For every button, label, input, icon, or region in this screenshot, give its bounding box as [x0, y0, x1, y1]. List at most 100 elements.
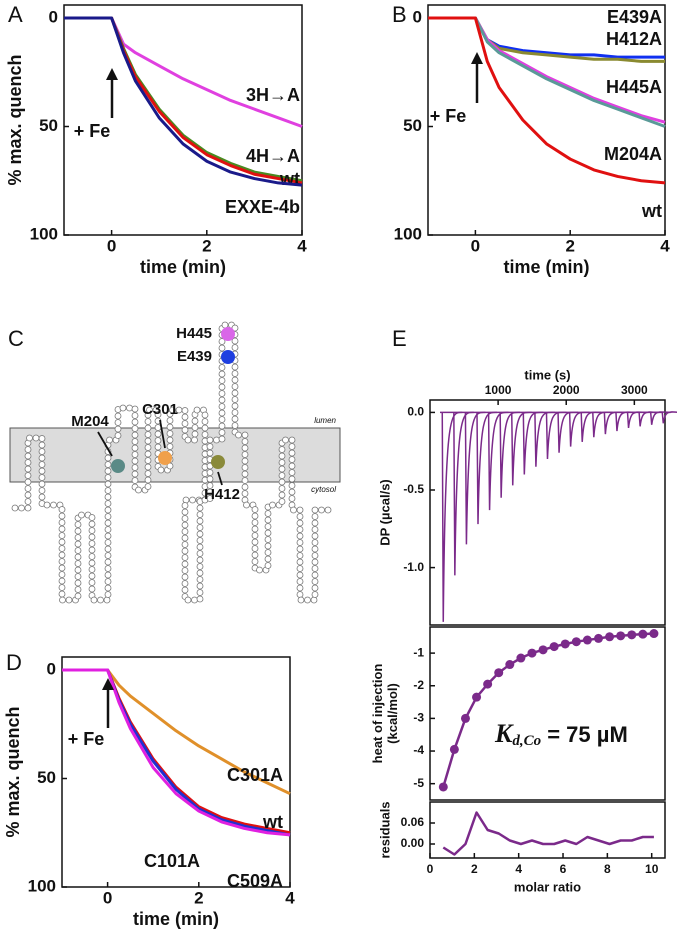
residue-bead [32, 434, 40, 442]
residue-bead [241, 444, 249, 452]
residue-bead [24, 498, 32, 505]
residue-bead [231, 376, 239, 384]
residue-bead [251, 525, 259, 533]
residue-bead [90, 596, 98, 604]
residue-bead [231, 370, 239, 377]
series-label: H412A [606, 29, 662, 49]
residue-bead [231, 409, 239, 416]
residue-bead [104, 578, 112, 585]
y-axis-label: residuals [377, 801, 392, 858]
y-tick-label: 50 [39, 116, 58, 135]
y-tick-label: 0 [47, 660, 56, 679]
residue-bead [311, 545, 319, 553]
residue-bead [154, 430, 162, 438]
residue-bead [144, 424, 152, 432]
residue-bead [256, 566, 263, 574]
residue-bead [241, 483, 249, 491]
residue-bead [144, 450, 152, 458]
residue-bead [119, 404, 127, 412]
residue-bead [144, 476, 152, 484]
annotation: + Fe [430, 106, 467, 126]
data-point [472, 692, 482, 702]
residue-bead [318, 506, 325, 514]
x-tick-label: 0 [107, 236, 116, 255]
x-tick-label: 0 [103, 888, 112, 907]
data-point [449, 744, 459, 754]
residue-bead [201, 418, 209, 425]
residue-bead [104, 552, 112, 559]
residue-bead [231, 337, 239, 345]
residue-bead [193, 406, 201, 414]
y-tick-label: -4 [413, 743, 424, 757]
residue-bead [288, 475, 296, 483]
residue-bead [251, 551, 259, 559]
y-tick-label: 0 [49, 8, 58, 27]
residue-bead [106, 436, 113, 444]
residue-bead [206, 475, 214, 483]
residue-bead [114, 432, 122, 439]
residue-bead [296, 584, 304, 592]
residue-bead [144, 431, 152, 438]
x-axis-label: time (min) [503, 257, 589, 277]
residue-bead [311, 532, 319, 540]
arrow-head [106, 68, 118, 80]
injection-peak [464, 411, 486, 545]
residue-bead [181, 547, 189, 555]
residue-bead [74, 566, 82, 574]
residue-bead [38, 454, 46, 462]
residue-bead [58, 577, 66, 585]
residue-bead [311, 591, 319, 598]
residue-bead [296, 565, 304, 572]
residue-bead [104, 565, 112, 572]
residue-bead [311, 552, 319, 559]
residue-bead [88, 520, 96, 528]
injection-peak [592, 411, 613, 438]
residue-bead [88, 514, 96, 521]
residue-bead [24, 459, 32, 466]
quench-trace [62, 668, 291, 835]
y-tick-label: 100 [28, 876, 56, 895]
highlighted-residue [221, 327, 235, 341]
data-point [438, 782, 448, 792]
x-tick-label: 8 [604, 862, 611, 876]
data-point [460, 713, 470, 723]
residue-bead [218, 390, 226, 397]
residue-bead [201, 431, 209, 438]
injection-peak [661, 411, 677, 424]
residue-bead [218, 396, 226, 404]
residue-bead [114, 419, 122, 426]
residue-bead [166, 430, 174, 437]
residue-bead [278, 459, 286, 466]
residue-bead [191, 430, 199, 438]
highlighted-residue [111, 459, 125, 473]
residue-arrow [159, 419, 166, 449]
residue-bead [206, 495, 214, 502]
residue-bead [144, 457, 152, 464]
residue-bead [235, 431, 242, 439]
residue-bead [24, 446, 32, 453]
residue-bead [38, 435, 46, 442]
x-tick-label: 2000 [553, 383, 580, 397]
residue-bead [251, 538, 259, 546]
residue-bead [241, 490, 249, 497]
x-axis-label: molar ratio [514, 879, 581, 894]
data-point [494, 668, 504, 678]
residue-bead [206, 443, 214, 450]
residue-bead [104, 461, 112, 468]
residue-bead [288, 449, 296, 457]
residue-bead [278, 446, 286, 453]
x-tick-label: 0 [427, 862, 434, 876]
residue-bead [50, 501, 57, 509]
residue-bead [181, 586, 189, 594]
residue-bead [311, 571, 319, 579]
data-point [516, 653, 526, 663]
residue-bead [74, 586, 82, 593]
residue-label: C301 [142, 401, 178, 418]
residue-bead [181, 426, 189, 434]
residue-bead [104, 539, 112, 546]
residue-bead [131, 470, 139, 478]
injection-peak [453, 411, 474, 576]
residue-bead [297, 596, 305, 604]
injection-peak [499, 411, 521, 498]
x-tick-label: 1000 [485, 383, 512, 397]
